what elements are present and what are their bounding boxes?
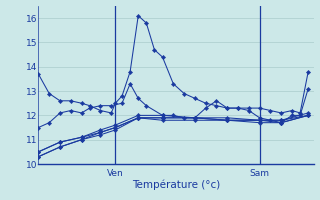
X-axis label: Température (°c): Température (°c) [132,179,220,190]
